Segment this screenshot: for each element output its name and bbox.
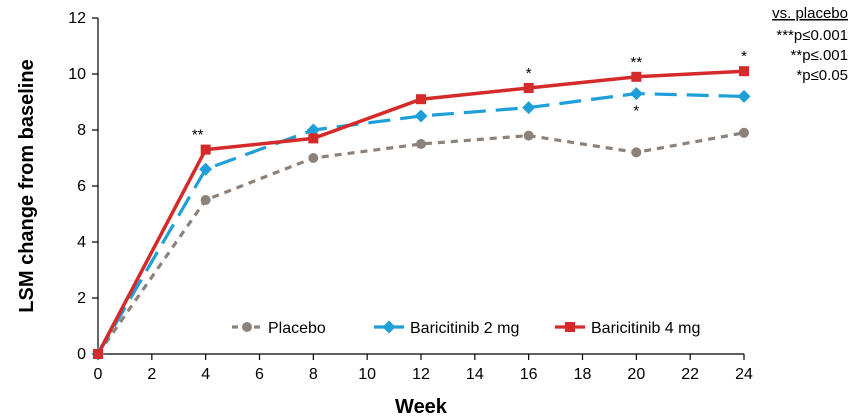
significance-key-line: **p≤.001 [791, 47, 848, 64]
x-tick-label: 18 [574, 366, 592, 383]
data-point-6 [739, 127, 749, 138]
legend-item: Placebo [232, 320, 326, 337]
data-point-0 [93, 349, 103, 359]
legend-item: Baricitinib 2 mg [374, 320, 519, 337]
significance-marker: ** [192, 127, 204, 144]
data-point-4 [523, 83, 534, 93]
data-point-3 [416, 139, 426, 149]
significance-key-line: *p≤0.05 [796, 67, 848, 84]
series-layer [91, 66, 751, 361]
data-point-legend [565, 322, 575, 332]
data-point-2 [308, 133, 319, 144]
data-point-1 [199, 162, 213, 176]
x-tick-label: 8 [309, 366, 318, 383]
x-tick-label: 2 [147, 366, 156, 383]
x-tick-label: 16 [520, 366, 538, 383]
y-tick-label: 2 [77, 290, 86, 307]
series-baricitinib-2-mg [91, 87, 751, 361]
x-tick-label: 4 [201, 366, 210, 383]
x-axis-title: Week [395, 396, 448, 418]
data-point-2 [308, 153, 319, 163]
legend-label: Placebo [268, 320, 326, 337]
data-point-5 [631, 71, 642, 82]
x-tick-label: 12 [412, 366, 430, 383]
annotation-layer: ******* [192, 48, 747, 143]
data-point-3 [414, 109, 428, 123]
significance-marker: ** [630, 54, 642, 71]
data-point-legend [242, 322, 252, 332]
x-tick-label: 6 [255, 366, 264, 383]
significance-marker: * [741, 48, 747, 65]
y-tick-label: 4 [77, 234, 86, 251]
data-point-1 [200, 144, 211, 155]
data-point-4 [523, 130, 534, 141]
y-tick-label: 12 [68, 10, 86, 27]
y-tick-label: 8 [77, 122, 86, 139]
x-tick-label: 22 [681, 366, 699, 383]
data-point-1 [200, 195, 211, 205]
significance-marker: * [526, 65, 532, 82]
y-tick-label: 0 [77, 346, 86, 363]
data-point-5 [629, 87, 643, 101]
series-baricitinib-4-mg [93, 66, 749, 359]
data-point-4 [522, 101, 536, 115]
x-tick-label: 20 [627, 366, 645, 383]
data-point-2 [306, 123, 320, 137]
x-tick-label: 10 [358, 366, 376, 383]
significance-key-title: vs. placebo [772, 5, 848, 22]
y-tick-label: 6 [77, 178, 86, 195]
x-tick-label: 0 [94, 366, 103, 383]
data-point-legend [382, 320, 396, 334]
significance-key: vs. placebo ***p≤0.001 **p≤.001 *p≤0.05 [772, 5, 848, 84]
significance-marker: * [633, 103, 639, 120]
data-point-6 [739, 66, 749, 77]
data-point-3 [416, 94, 426, 105]
x-tick-label: 24 [735, 366, 753, 383]
data-point-5 [631, 147, 642, 158]
data-point-6 [737, 89, 751, 103]
x-tick-label: 14 [466, 366, 484, 383]
y-tick-label: 10 [68, 66, 86, 83]
legend-label: Baricitinib 2 mg [410, 320, 519, 337]
legend-label: Baricitinib 4 mg [591, 320, 700, 337]
y-axis-title: LSM change from baseline [16, 59, 38, 312]
significance-key-line: ***p≤0.001 [776, 27, 848, 44]
legend-item: Baricitinib 4 mg [555, 320, 700, 337]
legend: Placebo Baricitinib 2 mg Baricitinib 4 mg [232, 320, 700, 337]
